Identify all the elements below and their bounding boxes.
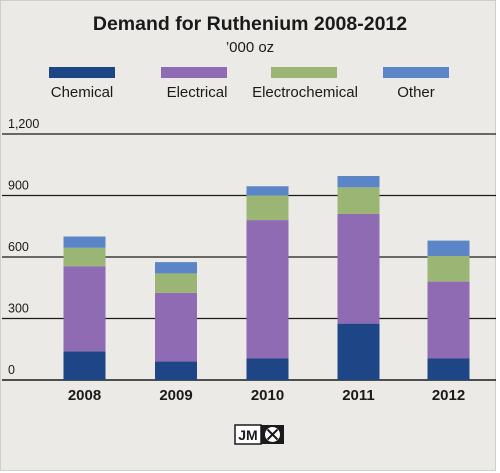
bar-segment-other	[337, 176, 380, 188]
chart-title: Demand for Ruthenium 2008-2012	[92, 13, 408, 35]
legend-swatch	[161, 67, 227, 78]
bar-segment-other	[63, 236, 106, 248]
y-tick-label: 900	[8, 179, 29, 193]
bar-segment-chemical	[337, 323, 380, 380]
legend: Chemical Electrical Electrochemical Other	[49, 67, 449, 101]
x-tick-label: 2012	[432, 387, 465, 404]
bar-segment-chemical	[63, 351, 106, 380]
x-tick-label: 2010	[251, 387, 284, 404]
bar-segment-electrical	[155, 292, 197, 362]
jm-logo: JM	[234, 424, 284, 445]
bar-segment-electrochemical	[427, 255, 470, 282]
bar-segment-electrochemical	[155, 273, 197, 293]
legend-label: Electrochemical	[252, 84, 358, 101]
y-tick-label: 0	[8, 363, 15, 377]
chart-subtitle: ’000 oz	[225, 39, 275, 56]
legend-swatch	[271, 67, 337, 78]
hammer-handle-icon	[266, 428, 279, 441]
y-tick-label: 600	[8, 240, 29, 254]
bar-segment-chemical	[155, 361, 197, 380]
axis-labels: 0 300 600 900 1,200 2008 2009 2010 2011 2012	[8, 117, 465, 404]
legend-swatch	[49, 67, 115, 78]
bar-segment-chemical	[427, 358, 470, 380]
x-tick-label: 2009	[159, 387, 192, 404]
bar-segment-other	[427, 240, 470, 256]
jm-logo-text: JM	[238, 427, 257, 443]
x-tick-label: 2011	[342, 387, 375, 404]
bar-segment-electrochemical	[246, 195, 289, 221]
bar-segment-electrical	[246, 220, 289, 359]
bar-segment-electrochemical	[337, 187, 380, 214]
bars	[63, 176, 470, 380]
bar-segment-electrochemical	[63, 247, 106, 267]
bar-segment-electrical	[337, 213, 380, 324]
legend-swatch	[383, 67, 449, 78]
bar-segment-electrical	[427, 281, 470, 359]
bar-segment-other	[246, 186, 289, 196]
bar-segment-electrical	[63, 266, 106, 352]
x-tick-label: 2008	[68, 387, 101, 404]
legend-label: Other	[397, 84, 435, 101]
y-tick-label: 300	[8, 302, 29, 316]
y-tick-label: 1,200	[8, 117, 39, 131]
bar-segment-other	[155, 262, 197, 274]
bar-segment-chemical	[246, 358, 289, 380]
legend-label: Chemical	[51, 84, 114, 101]
legend-label: Electrical	[167, 84, 228, 101]
